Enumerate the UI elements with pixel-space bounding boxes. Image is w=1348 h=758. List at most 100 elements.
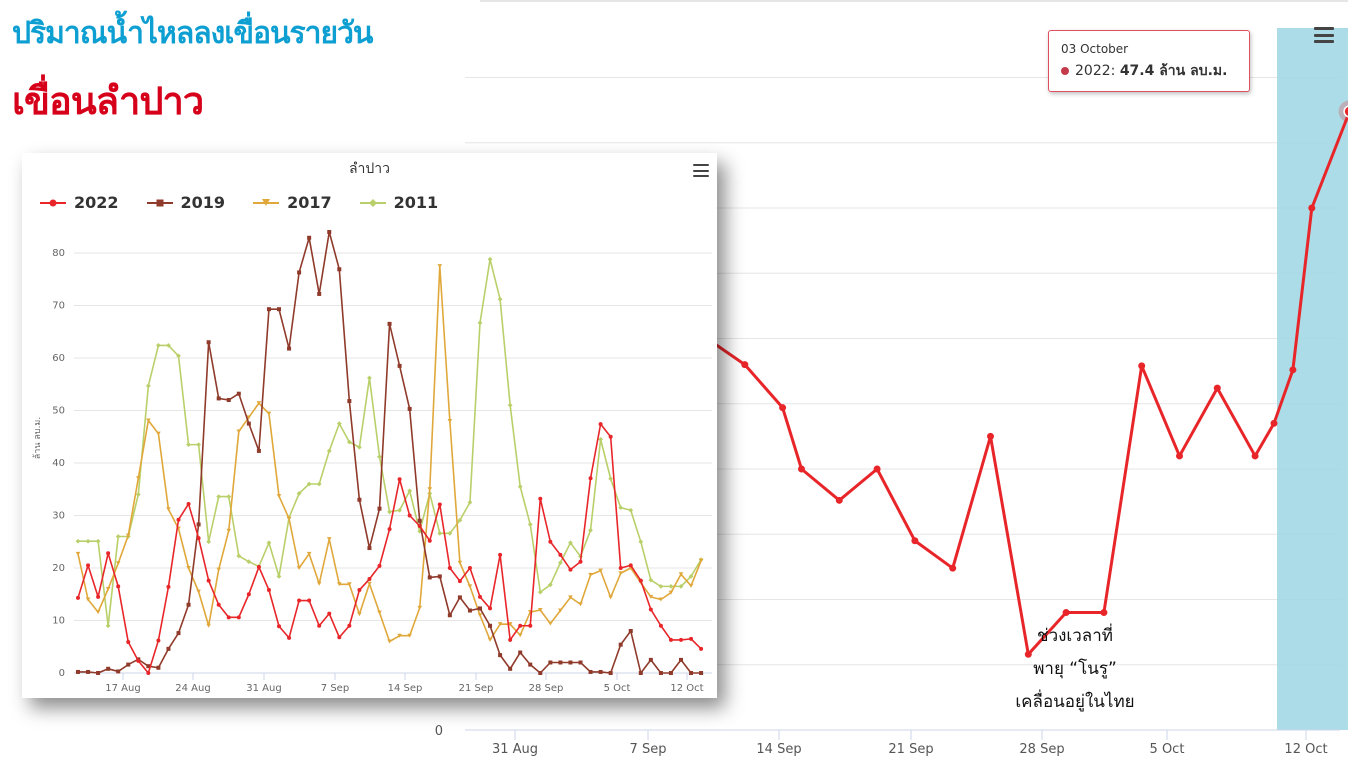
inset-data-point[interactable] xyxy=(135,492,141,497)
inset-data-point[interactable] xyxy=(326,537,332,542)
main-data-point[interactable] xyxy=(1176,452,1183,460)
inset-data-point[interactable] xyxy=(166,507,171,512)
inset-data-point[interactable] xyxy=(457,595,462,600)
inset-data-point[interactable] xyxy=(296,491,302,496)
inset-data-point[interactable] xyxy=(467,584,473,589)
inset-data-point[interactable] xyxy=(145,383,151,389)
inset-data-point[interactable] xyxy=(115,561,121,566)
inset-data-point[interactable] xyxy=(467,566,472,570)
inset-data-point[interactable] xyxy=(357,612,362,617)
inset-data-point[interactable] xyxy=(417,524,422,528)
inset-data-point[interactable] xyxy=(407,513,412,518)
inset-data-point[interactable] xyxy=(668,637,673,642)
inset-data-point[interactable] xyxy=(699,671,704,675)
legend-item-2019[interactable]: 2019 xyxy=(146,193,225,212)
main-data-point-highlight[interactable] xyxy=(1343,105,1348,118)
inset-data-point[interactable] xyxy=(658,623,663,628)
inset-data-point[interactable] xyxy=(558,608,563,613)
inset-data-point[interactable] xyxy=(658,597,664,602)
inset-data-point[interactable] xyxy=(447,566,452,570)
inset-data-point[interactable] xyxy=(518,650,523,655)
inset-data-point[interactable] xyxy=(689,636,694,641)
legend-item-2017[interactable]: 2017 xyxy=(253,193,332,212)
inset-data-point[interactable] xyxy=(226,494,232,499)
inset-data-point[interactable] xyxy=(578,602,583,607)
inset-data-point[interactable] xyxy=(588,669,593,674)
inset-data-point[interactable] xyxy=(266,540,272,546)
inset-data-point[interactable] xyxy=(256,401,262,406)
inset-data-point[interactable] xyxy=(387,321,392,326)
inset-data-point[interactable] xyxy=(206,539,212,545)
inset-data-point[interactable] xyxy=(548,539,553,544)
inset-data-point[interactable] xyxy=(337,635,342,640)
inset-data-point[interactable] xyxy=(548,660,553,665)
inset-data-point[interactable] xyxy=(568,540,573,546)
inset-data-point[interactable] xyxy=(608,595,613,600)
inset-data-point[interactable] xyxy=(387,639,392,644)
inset-data-point[interactable] xyxy=(497,622,503,627)
inset-data-point[interactable] xyxy=(618,571,623,576)
inset-data-point[interactable] xyxy=(186,501,191,506)
inset-data-point[interactable] xyxy=(336,421,342,427)
inset-data-point[interactable] xyxy=(186,566,191,570)
inset-data-point[interactable] xyxy=(477,613,483,618)
inset-data-point[interactable] xyxy=(467,499,473,505)
inset-data-point[interactable] xyxy=(699,646,704,651)
inset-data-point[interactable] xyxy=(176,353,181,359)
inset-data-point[interactable] xyxy=(437,574,442,579)
inset-data-point[interactable] xyxy=(397,633,402,638)
inset-data-point[interactable] xyxy=(326,448,332,454)
inset-data-point[interactable] xyxy=(417,518,422,523)
inset-data-point[interactable] xyxy=(236,391,241,396)
inset-data-point[interactable] xyxy=(176,517,181,522)
inset-data-point[interactable] xyxy=(437,530,443,536)
inset-data-point[interactable] xyxy=(96,671,101,675)
inset-data-point[interactable] xyxy=(346,439,352,445)
inset-data-point[interactable] xyxy=(377,563,382,568)
inset-data-point[interactable] xyxy=(367,577,372,582)
inset-data-point[interactable] xyxy=(156,638,161,643)
inset-data-point[interactable] xyxy=(488,606,493,611)
inset-data-point[interactable] xyxy=(116,669,121,674)
inset-data-point[interactable] xyxy=(648,577,654,583)
inset-data-point[interactable] xyxy=(588,476,593,481)
inset-data-point[interactable] xyxy=(297,598,302,603)
main-data-point[interactable] xyxy=(1138,362,1146,370)
inset-data-point[interactable] xyxy=(387,527,392,532)
inset-data-point[interactable] xyxy=(306,551,312,556)
inset-data-point[interactable] xyxy=(105,623,111,629)
inset-data-point[interactable] xyxy=(578,559,583,564)
inset-data-point[interactable] xyxy=(508,666,513,671)
inset-data-point[interactable] xyxy=(86,669,91,674)
inset-data-point[interactable] xyxy=(377,610,382,615)
inset-data-point[interactable] xyxy=(477,320,483,326)
inset-data-point[interactable] xyxy=(196,589,201,594)
inset-data-point[interactable] xyxy=(397,477,402,482)
inset-data-point[interactable] xyxy=(277,307,281,312)
main-data-point[interactable] xyxy=(798,465,805,473)
inset-data-point[interactable] xyxy=(457,517,463,523)
inset-data-point[interactable] xyxy=(367,546,372,551)
inset-data-point[interactable] xyxy=(457,579,462,584)
inset-data-point[interactable] xyxy=(689,671,694,675)
inset-data-point[interactable] xyxy=(85,538,91,544)
inset-data-point[interactable] xyxy=(246,415,252,420)
inset-data-point[interactable] xyxy=(156,665,161,670)
inset-data-point[interactable] xyxy=(638,578,643,583)
inset-data-point[interactable] xyxy=(537,589,543,595)
inset-data-point[interactable] xyxy=(518,623,523,628)
inset-data-point[interactable] xyxy=(206,623,211,628)
legend-item-2022[interactable]: 2022 xyxy=(40,193,119,212)
main-data-point[interactable] xyxy=(1062,609,1070,617)
inset-data-point[interactable] xyxy=(327,230,332,234)
inset-data-point[interactable] xyxy=(648,607,653,612)
inset-data-point[interactable] xyxy=(95,538,101,544)
inset-data-point[interactable] xyxy=(166,343,171,348)
inset-data-point[interactable] xyxy=(527,522,533,527)
inset-data-point[interactable] xyxy=(126,640,131,645)
inset-data-point[interactable] xyxy=(397,363,402,368)
main-data-point[interactable] xyxy=(949,564,957,572)
inset-data-point[interactable] xyxy=(307,598,312,603)
inset-data-point[interactable] xyxy=(628,563,633,568)
inset-data-point[interactable] xyxy=(547,582,553,588)
